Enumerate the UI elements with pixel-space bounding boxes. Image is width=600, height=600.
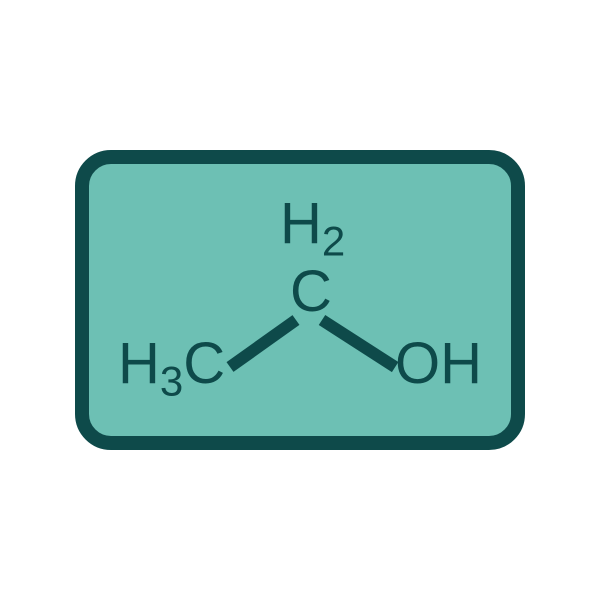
label-oh: OH [395,330,482,397]
label-h3c-pre: H [118,331,160,396]
bond-left [227,315,300,372]
label-h2: H2 [280,190,345,266]
label-h2-main: H [280,191,322,256]
label-h3c-sub: 3 [160,358,183,405]
bond-right [319,315,398,372]
label-h3c: H3C [118,330,225,406]
formula-card: H2 C H3C OH [75,150,525,450]
ethanol-diagram: H2 C H3C OH [89,164,511,436]
label-h3c-post: C [183,331,225,396]
label-oh-main: OH [395,331,482,396]
